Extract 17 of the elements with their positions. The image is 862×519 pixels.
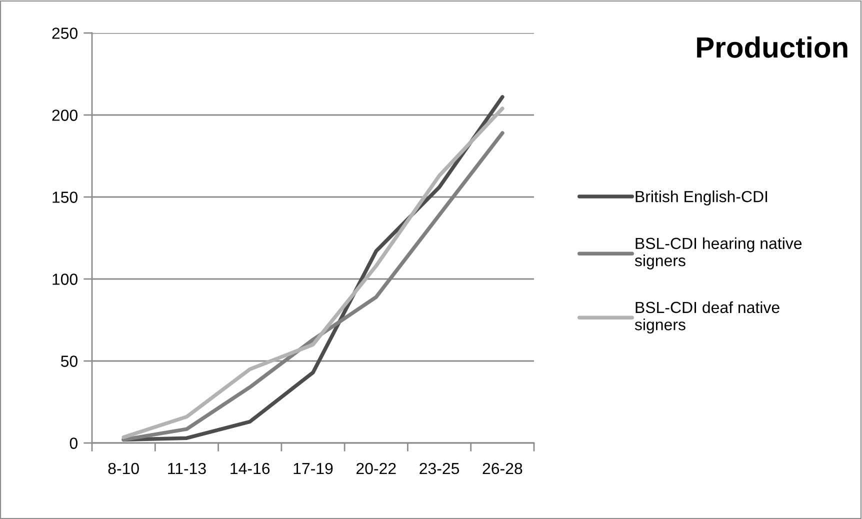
legend-label: BSL-CDI hearing native signers [634,237,802,270]
x-tick-label: 26-28 [482,462,522,474]
x-tick-label: 20-22 [356,462,396,474]
y-tick-label: 0 [70,438,78,449]
legend-label: British English-CDI [636,190,768,206]
legend-label: BSL-CDI deaf native signers [634,301,780,334]
x-tick-label: 14-16 [230,462,270,474]
text: Production [697,36,848,58]
x-tick-label: 23-25 [420,462,460,474]
x-tick-label: 17-19 [294,462,333,474]
y-tick-label: 250 [52,28,78,39]
x-tick-label: 8-10 [108,462,139,474]
x-tick-label: 11-13 [168,462,206,474]
y-tick-label: 50 [60,356,78,367]
y-tick-label: 200 [52,110,78,121]
y-tick-label: 100 [52,274,78,285]
y-tick-label: 150 [52,192,78,203]
